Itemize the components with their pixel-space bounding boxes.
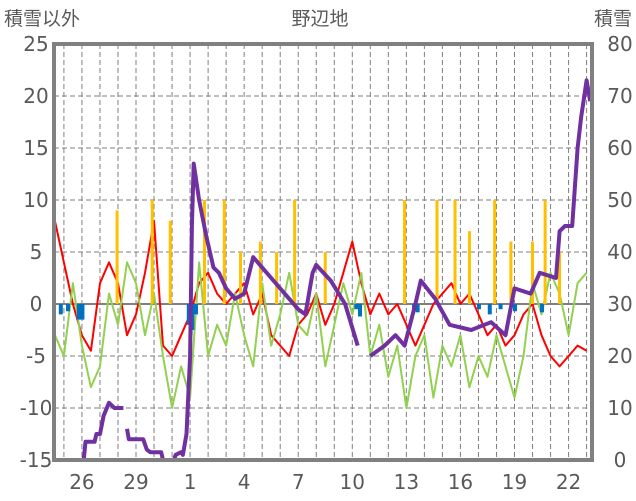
series	[53, 78, 593, 462]
yellow-bars-bar	[239, 252, 243, 304]
x-tick-label: 13	[394, 470, 419, 494]
left-tick-label: -5	[26, 344, 46, 368]
blue-bars-bar	[193, 304, 198, 315]
x-tick-label: 22	[556, 470, 581, 494]
right-axis-label: 積雪	[594, 8, 632, 30]
x-tick-label: 4	[238, 470, 251, 494]
blue-bars-bar	[476, 304, 481, 310]
red-line	[53, 219, 588, 368]
yellow-bars-bar	[493, 200, 497, 304]
yellow-bars-bar	[453, 200, 457, 304]
snow-depth-line	[125, 161, 360, 462]
plot-frame	[52, 42, 594, 462]
yellow-bars-bar	[543, 200, 547, 304]
right-tick-label: 0	[614, 448, 627, 472]
x-tick-label: 1	[184, 470, 197, 494]
left-tick-label: 15	[23, 136, 48, 160]
left-tick-label: 20	[23, 84, 48, 108]
right-tick-label: 40	[607, 240, 632, 264]
snow-depth-line	[54, 400, 124, 462]
right-tick-label: 80	[607, 32, 632, 56]
blue-bars-bar	[354, 304, 359, 310]
yellow-bars-bar	[467, 231, 471, 304]
x-tick-label: 26	[69, 470, 94, 494]
yellow-bars-bar	[509, 241, 513, 304]
right-tick-label: 10	[607, 396, 632, 420]
yellow-bars-bar	[168, 220, 172, 304]
blue-bars-bar	[66, 304, 71, 312]
blue-bars-bar	[540, 304, 545, 313]
blue-bars-bar	[487, 304, 492, 315]
yellow-bars-bar	[222, 200, 226, 304]
left-tick-label: -15	[20, 448, 53, 472]
right-tick-label: 30	[607, 292, 632, 316]
yellow-bars-bar	[531, 241, 535, 304]
tick-labels: -15 -10 -5 0 5 10 15 20 25 0 10 20 30 40 50 60 70 80 26 29 1…	[20, 32, 633, 494]
left-axis-label: 積雪以外	[4, 8, 80, 30]
right-tick-label: 50	[607, 188, 632, 212]
yellow-bars-bar	[150, 200, 154, 304]
left-tick-label: -10	[20, 396, 53, 420]
blue-bars-bar	[415, 304, 420, 313]
right-tick-label: 70	[607, 84, 632, 108]
green-line	[53, 261, 588, 409]
x-tick-label: 16	[448, 470, 473, 494]
blue-bars-bar	[512, 304, 517, 312]
left-tick-label: 10	[23, 188, 48, 212]
left-tick-label: 5	[30, 240, 43, 264]
blue-bars-bar	[357, 304, 362, 317]
yellow-bars-bar	[435, 200, 439, 304]
yellow-bars-bar	[293, 200, 297, 304]
blue-bars-bar	[58, 304, 63, 315]
yellow-bars-bar	[323, 252, 327, 304]
right-tick-label: 20	[607, 344, 632, 368]
chart-title: 野辺地	[291, 8, 348, 30]
yellow-bars-bar	[258, 241, 262, 304]
yellow-bars-bar	[202, 200, 206, 304]
yellow-bars-bar	[115, 210, 119, 304]
x-tick-label: 10	[340, 470, 365, 494]
right-tick-label: 60	[607, 136, 632, 160]
left-tick-label: 25	[23, 32, 48, 56]
x-tick-label: 29	[123, 470, 148, 494]
yellow-bars-bar	[275, 252, 279, 304]
snow-depth-line	[369, 78, 593, 358]
left-tick-label: 0	[30, 292, 43, 316]
blue-bars-bar	[498, 304, 503, 310]
yellow-bars-bar	[403, 200, 407, 304]
x-tick-label: 19	[502, 470, 527, 494]
blue-bars-bar	[80, 304, 85, 320]
yellow-bars-bar	[558, 252, 562, 304]
x-tick-label: 7	[292, 470, 305, 494]
blue-bars-bar	[76, 304, 81, 320]
